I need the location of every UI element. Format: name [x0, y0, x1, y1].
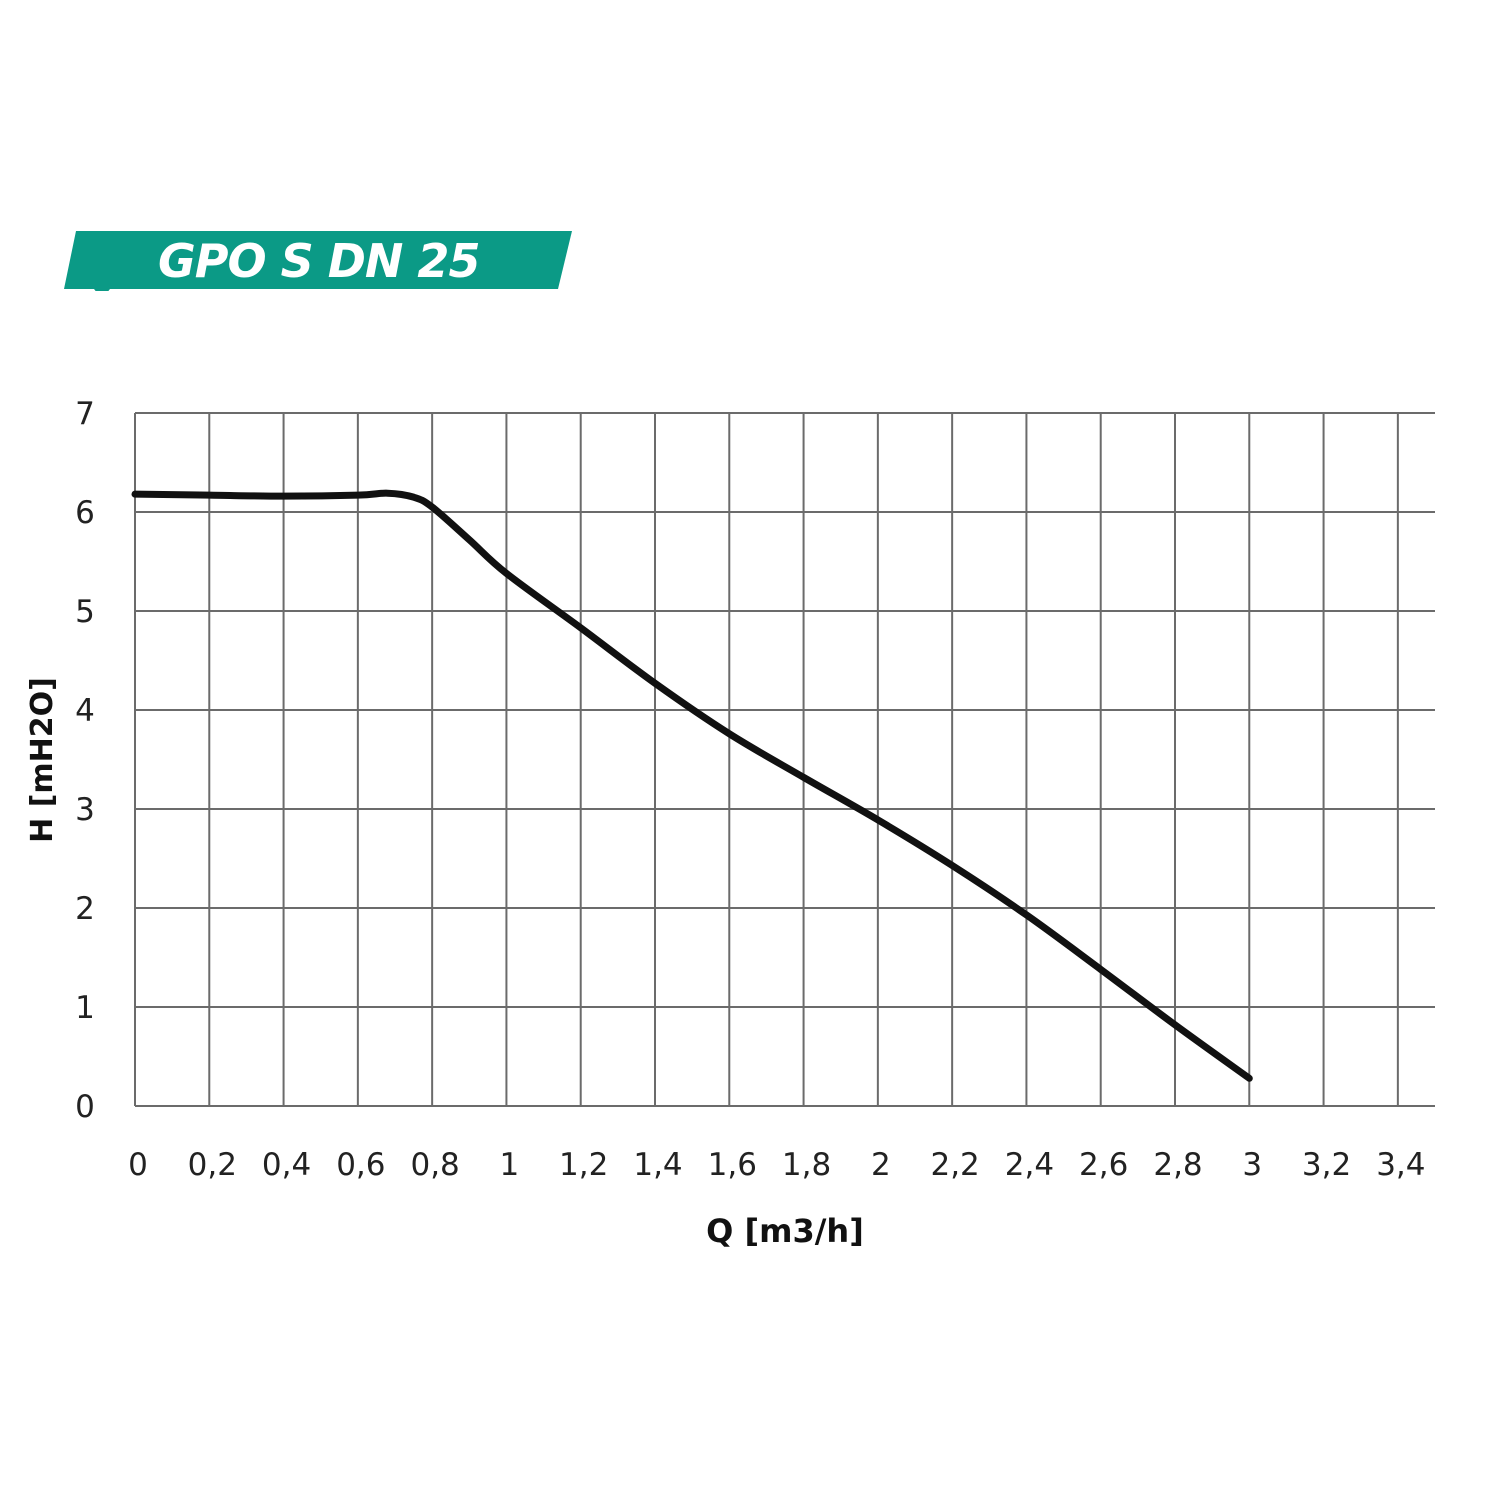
x-tick-label: 2,2 [930, 1147, 979, 1183]
x-tick-label: 3 [1242, 1147, 1262, 1183]
x-tick-label: 2,4 [1005, 1147, 1054, 1183]
y-tick-label: 0 [75, 1089, 95, 1125]
x-tick-label: 0,4 [262, 1147, 311, 1183]
y-axis-label: H [mH2O] [25, 677, 60, 843]
y-tick-label: 7 [75, 396, 95, 432]
y-tick-label: 2 [75, 891, 95, 927]
x-tick-label: 0,8 [410, 1147, 459, 1183]
x-tick-label: 1 [500, 1147, 520, 1183]
y-tick-label: 6 [75, 495, 95, 531]
x-tick-label: 1,6 [708, 1147, 757, 1183]
y-tick-label: 3 [75, 792, 95, 828]
x-tick-label: 1,8 [782, 1147, 831, 1183]
x-tick-label: 3,4 [1376, 1147, 1425, 1183]
x-axis-label: Q [m3/h] [706, 1212, 864, 1250]
y-tick-label: 4 [75, 693, 95, 729]
title-banner [64, 231, 572, 291]
x-tick-label: 0,6 [336, 1147, 385, 1183]
x-tick-label: 0,2 [188, 1147, 237, 1183]
y-tick-label: 5 [75, 594, 95, 630]
chart-title: GPO S DN 25 [158, 234, 480, 288]
y-tick-label: 1 [75, 990, 95, 1026]
x-tick-label: 0 [128, 1147, 148, 1183]
x-tick-label: 3,2 [1302, 1147, 1351, 1183]
pump-curve-line [131, 489, 1253, 1082]
x-tick-label: 2 [871, 1147, 891, 1183]
x-tick-label: 1,2 [559, 1147, 608, 1183]
x-tick-label: 2,6 [1079, 1147, 1128, 1183]
x-tick-label: 2,8 [1153, 1147, 1202, 1183]
x-tick-label: 1,4 [633, 1147, 682, 1183]
